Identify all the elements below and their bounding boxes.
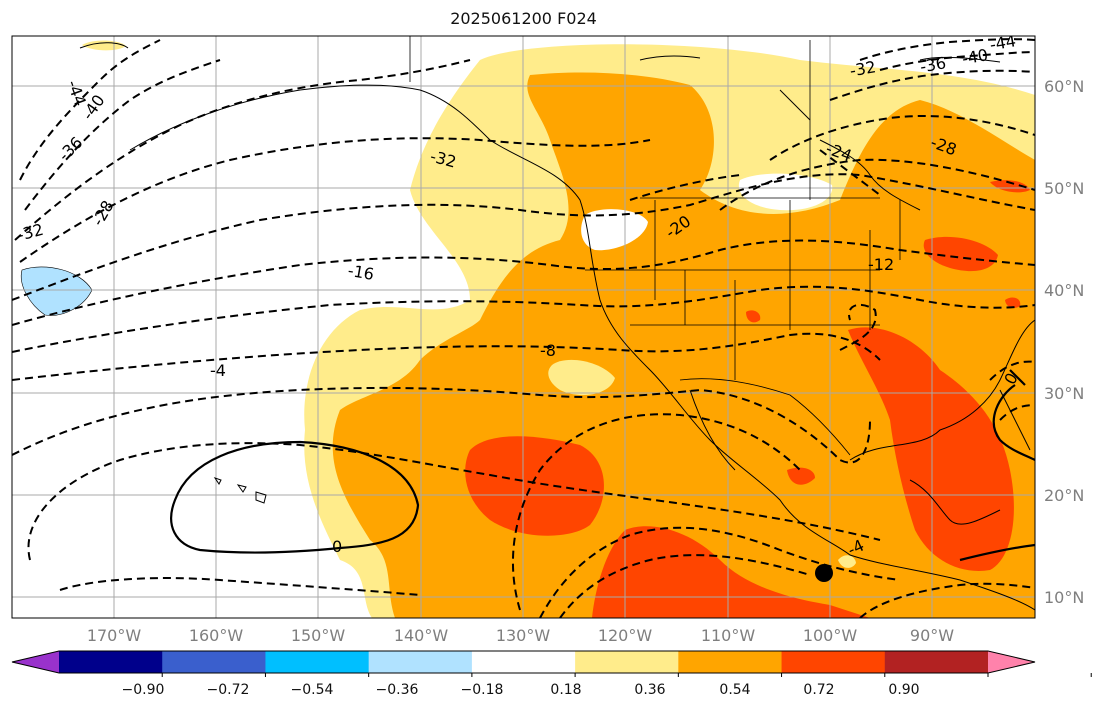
shade-red-east-spot bbox=[990, 180, 1030, 193]
contour-label: -4 bbox=[845, 536, 867, 560]
colorbar-label: 0.36 bbox=[634, 682, 666, 698]
colorbar-outline bbox=[11, 650, 1036, 674]
colorbar-label: 0.72 bbox=[803, 682, 835, 698]
shade-white-washington bbox=[581, 209, 648, 251]
contour-label: -12 bbox=[868, 255, 894, 274]
shade-red-east-spot-2 bbox=[1005, 297, 1021, 308]
contour-label: -32 bbox=[848, 57, 877, 80]
colorbar-swatch bbox=[265, 651, 370, 673]
lat-label-30n: 30°N bbox=[1044, 384, 1085, 403]
colorbar-label: 0.54 bbox=[719, 682, 751, 698]
colorbar-extend-high bbox=[988, 651, 1035, 673]
colorbar-swatch bbox=[368, 651, 473, 673]
shade-red-gulf bbox=[848, 327, 1014, 571]
shade-red-south bbox=[592, 526, 870, 618]
colorbar-label: −0.36 bbox=[375, 682, 419, 698]
lat-label-60n: 60°N bbox=[1044, 77, 1085, 96]
shade-red-pacific bbox=[465, 436, 604, 536]
colorbar-label: −0.54 bbox=[290, 682, 334, 698]
lon-label-160w: 160°W bbox=[188, 626, 244, 645]
lon-label-120w: 120°W bbox=[597, 626, 653, 645]
contour-label: -44 bbox=[988, 31, 1017, 54]
shade-red-nm-spot bbox=[746, 310, 761, 323]
lon-label-100w: 100°W bbox=[802, 626, 858, 645]
lon-label-170w: 170°W bbox=[86, 626, 142, 645]
height-contours bbox=[12, 38, 1035, 618]
colorbar-label: 0.90 bbox=[888, 682, 920, 698]
colorbar-extend-low bbox=[12, 651, 59, 673]
contour-label: -36 bbox=[918, 53, 947, 76]
colorbar-swatch bbox=[781, 651, 886, 673]
colorbar-swatch bbox=[471, 651, 576, 673]
shade-yellow-spot-mexico bbox=[838, 555, 856, 568]
colorbar-label: 0.18 bbox=[550, 682, 582, 698]
contour-label: 0 bbox=[332, 537, 342, 556]
lat-label-50n: 50°N bbox=[1044, 179, 1085, 198]
lon-label-140w: 140°W bbox=[393, 626, 449, 645]
shade-red-mx-spot bbox=[787, 467, 815, 485]
shade-white-canada bbox=[738, 173, 833, 211]
lon-label-90w: 90°W bbox=[909, 626, 955, 645]
contour-label: -40 bbox=[960, 45, 989, 68]
graticule bbox=[12, 36, 1035, 618]
lat-label-10n: 10°N bbox=[1044, 588, 1085, 607]
shade-red-greatlakes bbox=[923, 236, 998, 272]
colorbar-label: −0.72 bbox=[206, 682, 250, 698]
contour-label: -4 bbox=[210, 361, 226, 380]
zero-contour bbox=[170, 369, 1035, 562]
contour-label: -8 bbox=[540, 341, 556, 360]
colorbar-swatch bbox=[884, 651, 989, 673]
lon-label-110w: 110°W bbox=[700, 626, 756, 645]
lat-label-20n: 20°N bbox=[1044, 486, 1085, 505]
shade-yellow-spot-baja bbox=[548, 359, 615, 396]
map-title: 2025061200 F024 bbox=[450, 9, 597, 28]
lon-label-150w: 150°W bbox=[290, 626, 346, 645]
colorbar-label: −0.18 bbox=[460, 682, 504, 698]
lon-label-130w: 130°W bbox=[495, 626, 551, 645]
colorbar bbox=[11, 650, 1092, 677]
colorbar-label: −0.90 bbox=[121, 682, 165, 698]
contour-label: -16 bbox=[346, 261, 375, 284]
colorbar-swatch bbox=[162, 651, 266, 673]
marker-dot bbox=[815, 564, 833, 582]
lat-label-40n: 40°N bbox=[1044, 281, 1085, 300]
shade-lightblue-pacific bbox=[20, 266, 93, 316]
colorbar-swatch bbox=[59, 651, 163, 673]
colorbar-swatch bbox=[678, 651, 783, 673]
colorbar-swatch bbox=[575, 651, 679, 673]
map-frame bbox=[11, 35, 1036, 619]
